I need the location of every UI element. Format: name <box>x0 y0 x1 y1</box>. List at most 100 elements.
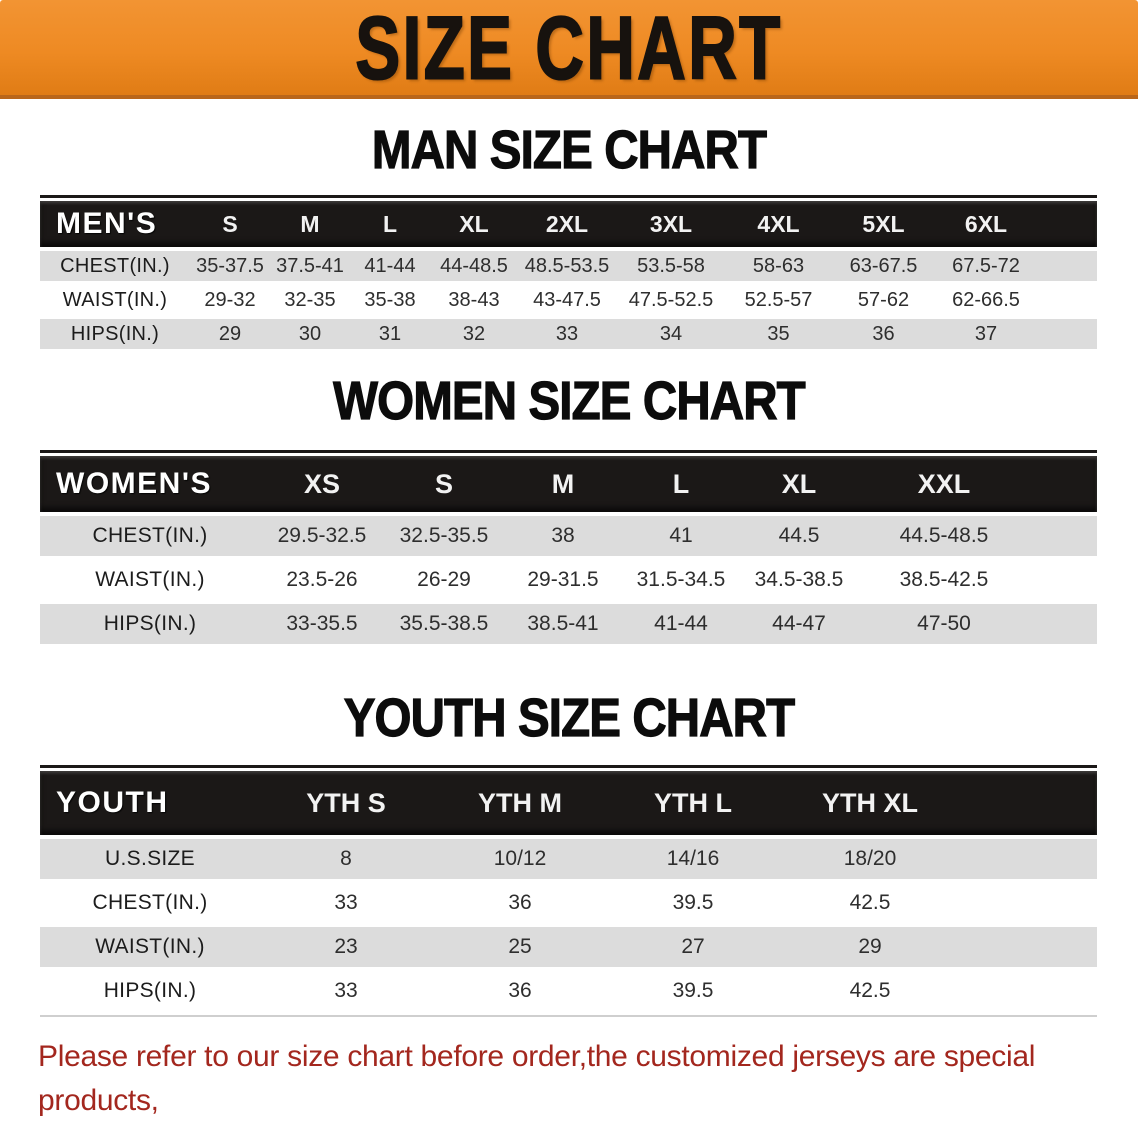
cell-value: 29-31.5 <box>527 568 599 591</box>
column-header: M <box>300 210 320 237</box>
row-label: CHEST(IN.) <box>92 891 208 914</box>
cell-value: 10/12 <box>493 847 547 870</box>
cell-value: 44.5-48.5 <box>899 524 989 547</box>
youth-section-heading: YOUTH SIZE CHART <box>343 688 796 748</box>
row-spacer-cell <box>1030 560 1097 600</box>
cell-value: 8 <box>340 847 352 870</box>
cell-value: 36 <box>872 322 895 345</box>
cell-value: 29-32 <box>204 288 256 311</box>
table-row: U.S.SIZE 8 10/12 14/16 18/20 <box>40 839 1097 879</box>
cell-value: 39.5 <box>672 979 714 1002</box>
header-spacer-cell <box>1030 456 1097 512</box>
cell-value: 52.5-57 <box>744 288 813 311</box>
cell-value: 39.5 <box>672 891 714 914</box>
cell-value: 33 <box>555 322 579 345</box>
cell-value: 36 <box>508 891 532 914</box>
column-header: 5XL <box>862 210 905 237</box>
row-spacer-cell <box>962 883 1097 923</box>
cell-value: 42.5 <box>849 891 891 914</box>
table-header-row: WOMEN'S XS S M L XL XXL <box>40 456 1097 512</box>
cell-value: 62-66.5 <box>952 288 1020 311</box>
table-top-rule <box>40 765 1097 768</box>
cell-value: 23.5-26 <box>286 568 358 591</box>
cell-value: 43-47.5 <box>533 288 601 311</box>
table-header-row: MEN'S S M L XL 2XL 3XL 4XL 5XL 6XL <box>40 201 1097 247</box>
column-header: YTH M <box>478 787 562 818</box>
table-row: CHEST(IN.) 29.5-32.5 32.5-35.5 38 41 44.5 44.5… <box>40 516 1097 556</box>
cell-value: 32.5-35.5 <box>399 524 489 547</box>
column-header: YTH XL <box>821 787 918 818</box>
cell-value: 14/16 <box>666 847 720 870</box>
cell-value: 58-63 <box>752 254 805 277</box>
cell-value: 41-44 <box>364 254 416 277</box>
cell-value: 57-62 <box>857 288 910 311</box>
column-header: XL <box>781 468 817 499</box>
cell-value: 63-67.5 <box>849 254 918 277</box>
column-header: 2XL <box>545 210 589 237</box>
column-header: YTH L <box>654 787 732 818</box>
row-label: WAIST(IN.) <box>62 288 168 311</box>
cell-value: 31 <box>378 322 402 345</box>
row-spacer-cell <box>962 839 1097 879</box>
table-title-cell: MEN'S <box>56 207 158 240</box>
table-row: HIPS(IN.) 33 36 39.5 42.5 <box>40 971 1097 1011</box>
cell-value: 29.5-32.5 <box>277 524 367 547</box>
cell-value: 34.5-38.5 <box>754 568 844 591</box>
youth-size-table: YOUTH YTH S YTH M YTH L YTH XL U.S.SIZE 8 10/12… <box>40 765 1097 1017</box>
cell-value: 25 <box>508 935 532 958</box>
column-header: XS <box>303 468 341 499</box>
row-label: HIPS(IN.) <box>70 322 160 345</box>
cell-value: 38-43 <box>448 288 500 311</box>
table-top-rule <box>40 195 1097 198</box>
cell-value: 35.5-38.5 <box>399 612 489 635</box>
table-header-row: YOUTH YTH S YTH M YTH L YTH XL <box>40 771 1097 835</box>
cell-value: 41-44 <box>654 612 708 635</box>
cell-value: 41 <box>669 524 693 547</box>
table-row: WAIST(IN.) 29-32 32-35 35-38 38-43 43-47.5 47.… <box>40 285 1097 315</box>
mens-size-table: MEN'S S M L XL 2XL 3XL 4XL 5XL 6XL CHEST(IN.) 35-37… <box>40 195 1097 349</box>
cell-value: 32-35 <box>284 288 336 311</box>
table-row: CHEST(IN.) 35-37.5 37.5-41 41-44 44-48.5 48.5… <box>40 251 1097 281</box>
cell-value: 38.5-42.5 <box>899 568 989 591</box>
column-header: 6XL <box>964 210 1008 237</box>
cell-value: 29 <box>858 935 882 958</box>
cell-value: 38.5-41 <box>527 612 599 635</box>
table-row: HIPS(IN.) 33-35.5 35.5-38.5 38.5-41 41-44 44-… <box>40 604 1097 644</box>
cell-value: 32 <box>462 322 486 345</box>
cell-value: 30 <box>298 322 322 345</box>
disclaimer-line-1: Please refer to our size chart before or… <box>38 1040 1036 1117</box>
row-label: HIPS(IN.) <box>103 979 197 1002</box>
row-label: WAIST(IN.) <box>95 568 205 591</box>
column-header: XL <box>459 210 489 237</box>
table-row: CHEST(IN.) 33 36 39.5 42.5 <box>40 883 1097 923</box>
cell-value: 37.5-41 <box>276 254 344 277</box>
banner: SIZE CHART <box>0 0 1138 99</box>
row-label: HIPS(IN.) <box>103 612 197 635</box>
row-spacer-cell <box>1036 251 1097 281</box>
cell-value: 36 <box>508 979 532 1002</box>
cell-value: 23 <box>334 935 358 958</box>
man-section-heading: MAN SIZE CHART <box>371 120 767 180</box>
cell-value: 53.5-58 <box>637 254 705 277</box>
cell-value: 37 <box>974 322 998 345</box>
row-spacer-cell <box>1036 319 1097 349</box>
women-section-heading: WOMEN SIZE CHART <box>333 371 807 431</box>
row-label: CHEST(IN.) <box>92 524 208 547</box>
column-header: 4XL <box>757 210 800 237</box>
cell-value: 44.5 <box>778 524 820 547</box>
table-row: HIPS(IN.) 29 30 31 32 33 34 35 36 37 <box>40 319 1097 349</box>
cell-value: 33-35.5 <box>286 612 358 635</box>
cell-value: 35 <box>767 322 790 345</box>
cell-value: 67.5-72 <box>952 254 1020 277</box>
cell-value: 44-47 <box>772 612 826 635</box>
column-header: S <box>222 210 238 237</box>
row-spacer-cell <box>962 971 1097 1011</box>
table-bottom-rule <box>40 1015 1097 1017</box>
column-header: L <box>382 210 398 237</box>
row-label: WAIST(IN.) <box>95 935 205 958</box>
cell-value: 29 <box>218 322 242 345</box>
column-header: M <box>551 468 575 499</box>
column-header: S <box>434 468 453 499</box>
cell-value: 35-38 <box>364 288 416 311</box>
